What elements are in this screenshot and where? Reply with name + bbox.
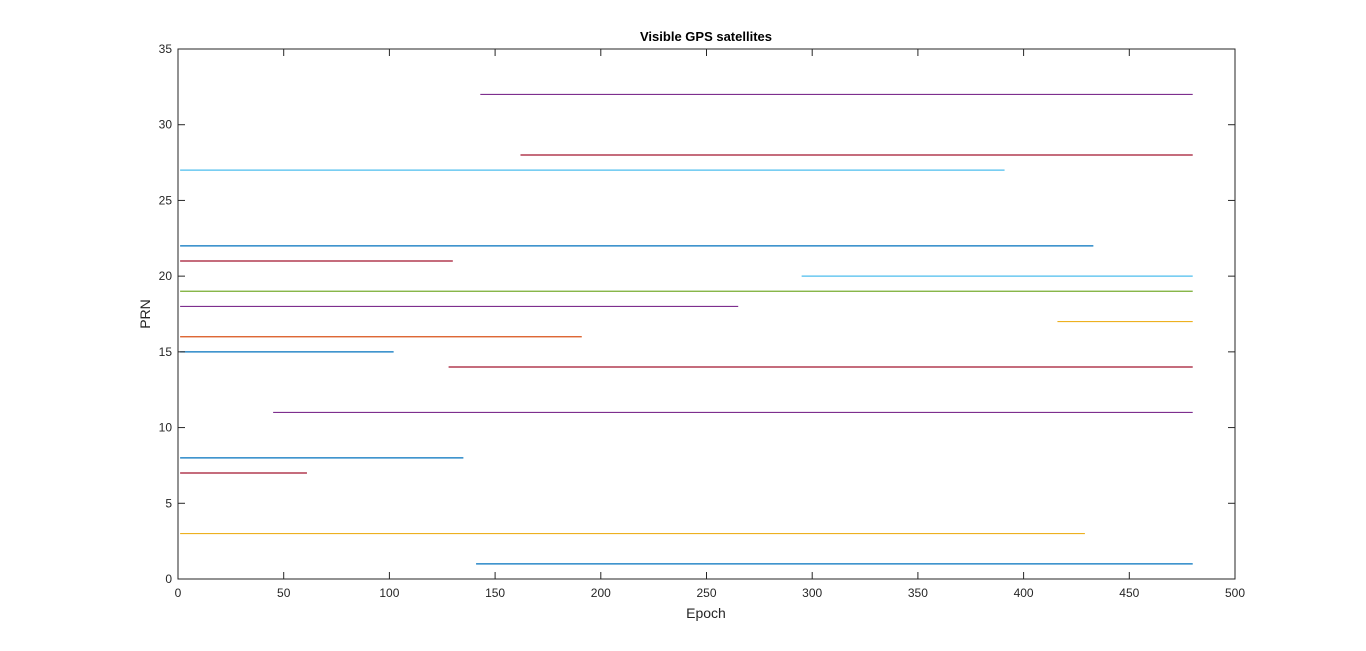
y-tick-label: 15 (159, 345, 173, 359)
x-tick-label: 0 (175, 586, 182, 600)
x-axis-label: Epoch (686, 605, 726, 621)
y-tick-label: 30 (159, 118, 173, 132)
y-axis: 0 5 10 15 20 25 30 35 (159, 42, 1235, 586)
x-tick-label: 200 (591, 586, 611, 600)
y-tick-label: 20 (159, 269, 173, 283)
x-tick-label: 350 (908, 586, 928, 600)
x-tick-label: 400 (1014, 586, 1034, 600)
y-tick-label: 5 (165, 496, 172, 510)
y-axis-label: PRN (137, 299, 153, 329)
axes-box (177, 48, 1236, 580)
chart-title: Visible GPS satellites (640, 29, 772, 44)
x-tick-label: 50 (277, 586, 291, 600)
y-tick-label: 25 (159, 193, 173, 207)
x-tick-label: 150 (485, 586, 505, 600)
y-tick-label: 35 (159, 42, 173, 56)
x-tick-label: 100 (379, 586, 399, 600)
x-tick-label: 250 (696, 586, 716, 600)
plot-area (180, 93, 1193, 565)
x-axis: 0 50 100 150 200 250 300 350 400 450 500 (175, 49, 1245, 600)
x-tick-label: 300 (802, 586, 822, 600)
x-tick-label: 500 (1225, 586, 1245, 600)
y-tick-label: 0 (165, 572, 172, 586)
y-tick-label: 10 (159, 421, 173, 435)
x-tick-label: 450 (1119, 586, 1139, 600)
